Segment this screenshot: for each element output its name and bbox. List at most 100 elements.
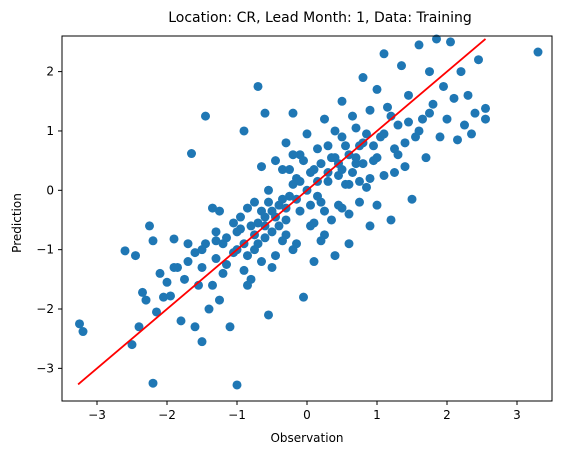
y-axis: −3 −2 −1 0 1 2 — [36, 65, 62, 375]
fit-line — [77, 38, 487, 386]
scatter-point — [309, 218, 319, 228]
scatter-point — [400, 162, 410, 172]
scatter-point — [369, 141, 378, 151]
scatter-point — [281, 138, 291, 148]
scatter-point — [243, 251, 252, 261]
scatter-point — [208, 203, 217, 213]
scatter-point — [320, 114, 329, 124]
x-tick-label: 2 — [443, 408, 451, 422]
scatter-point — [197, 262, 207, 272]
scatter-point — [120, 246, 130, 256]
scatter-point — [425, 67, 434, 77]
x-tick-label: 3 — [513, 408, 521, 422]
scatter-point — [386, 215, 396, 225]
scatter-point — [215, 206, 224, 216]
scatter-point — [355, 176, 364, 186]
scatter-point — [393, 150, 403, 160]
scatter-point — [299, 156, 308, 166]
scatter-point — [197, 245, 207, 255]
scatter-point — [180, 274, 189, 284]
scatter-point — [449, 93, 459, 103]
scatter-point — [355, 197, 364, 207]
scatter-point — [295, 176, 305, 186]
scatter-point — [460, 120, 469, 130]
scatter-point — [176, 316, 186, 326]
scatter-point — [278, 194, 287, 204]
scatter-point — [211, 254, 221, 264]
scatter-point — [141, 295, 151, 305]
scatter-point — [250, 245, 259, 255]
scatter-point — [145, 221, 154, 231]
scatter-point — [313, 191, 322, 201]
scatter-point — [218, 239, 228, 249]
x-tick-label: −2 — [158, 408, 176, 422]
scatter-point — [533, 47, 543, 57]
scatter-point — [257, 257, 266, 267]
scatter-point — [432, 34, 441, 44]
x-axis: −3 −2 −1 0 1 2 3 — [88, 401, 521, 422]
scatter-point — [211, 236, 221, 246]
scatter-point — [470, 108, 480, 118]
scatter-point — [148, 236, 158, 246]
scatter-point — [232, 380, 242, 390]
scatter-point — [337, 96, 347, 106]
scatter-point — [131, 251, 140, 261]
scatter-point — [257, 206, 266, 216]
scatter-point — [330, 126, 340, 136]
scatter-point — [218, 268, 228, 278]
scatter-point — [264, 185, 273, 195]
scatter-point — [337, 165, 347, 175]
scatter-point — [351, 153, 361, 163]
scatter-point — [302, 129, 312, 139]
scatter-point — [316, 159, 326, 169]
scatter-point — [243, 203, 252, 213]
scatter-point — [134, 322, 144, 332]
scatter-point — [299, 292, 308, 302]
plot-area — [75, 34, 543, 390]
scatter-point — [285, 165, 294, 175]
scatter-point — [267, 262, 277, 272]
scatter-point — [187, 149, 196, 159]
scatter-point — [229, 218, 238, 228]
scatter-point — [278, 165, 287, 175]
y-tick-label: −1 — [36, 243, 54, 257]
scatter-point — [159, 292, 168, 302]
scatter-point — [306, 168, 315, 177]
scatter-point — [474, 55, 483, 65]
scatter-point — [166, 291, 175, 301]
y-axis-label: Prediction — [10, 193, 24, 253]
scatter-point — [320, 206, 329, 216]
scatter-point — [323, 176, 333, 186]
scatter-point — [239, 265, 249, 275]
scatter-point — [463, 90, 473, 100]
scatter-point — [456, 67, 466, 77]
scatter-point — [425, 108, 434, 118]
scatter-point — [306, 200, 315, 210]
scatter-point — [404, 117, 413, 127]
scatter-point — [246, 221, 256, 231]
scatter-point — [467, 129, 476, 139]
scatter-point — [365, 221, 375, 231]
scatter-point — [211, 227, 221, 237]
scatter-point — [404, 90, 413, 100]
scatter-point — [383, 102, 392, 112]
scatter-point — [292, 239, 301, 249]
scatter-point — [453, 135, 462, 145]
scatter-point — [162, 277, 172, 287]
scatter-point — [330, 251, 340, 261]
scatter-point — [194, 280, 203, 290]
scatter-point — [365, 105, 375, 115]
scatter-point — [267, 227, 277, 237]
chart-title: Location: CR, Lead Month: 1, Data: Train… — [168, 10, 472, 26]
scatter-point — [313, 144, 322, 154]
scatter-point — [372, 153, 382, 163]
scatter-point — [414, 40, 424, 50]
scatter-point — [197, 337, 207, 347]
scatter-point — [155, 268, 165, 278]
scatter-point — [414, 126, 424, 136]
scatter-point — [362, 129, 371, 139]
scatter-point — [327, 215, 336, 225]
scatter-point — [257, 162, 266, 172]
scatter-point — [288, 150, 298, 160]
